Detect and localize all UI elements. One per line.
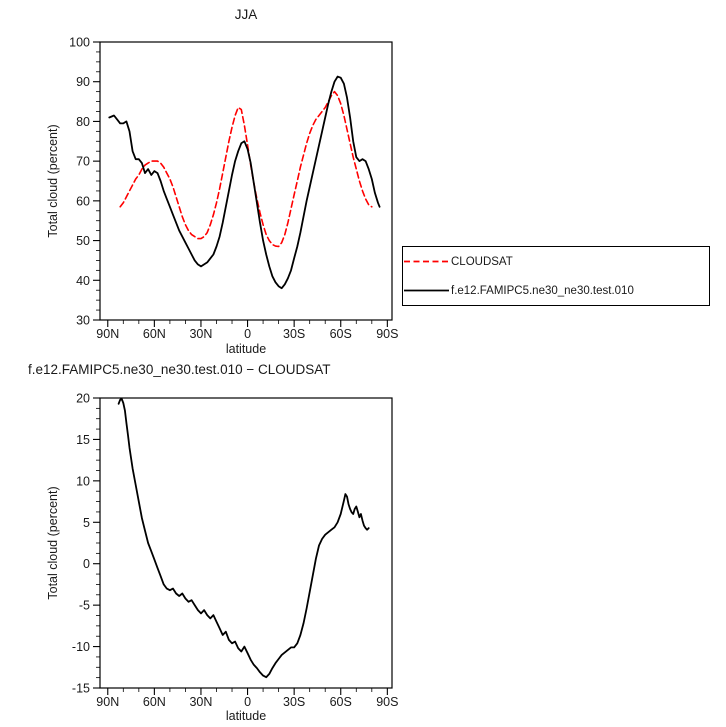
plot-frame [99,397,393,689]
y-tick-label: -5 [79,599,90,613]
model-line-sample [404,289,449,292]
x-tick-label: 60S [330,327,352,341]
bottom-chart-ylabel: Total cloud (percent) [46,486,60,600]
x-tick-label: 60N [143,695,166,709]
y-tick-label: -10 [72,640,90,654]
chart-difference: 90N 60N 30N 0 30S 60S 90S -15 -10 -5 0 5 10 15 20 [72,392,399,710]
y-tick-label: 40 [76,274,90,288]
x-tick-label: 90N [96,327,119,341]
top-chart-ylabel: Total cloud (percent) [46,124,60,238]
chart-jja-total-cloud: 90N 60N 30N 0 30S 60S 90S 30 40 50 60 70 80 90 100 [69,36,398,342]
x-tick-label: 60N [143,327,166,341]
x-tick-label: 30N [189,695,212,709]
x-tick-label: 30S [283,327,305,341]
y-tick-label: 15 [76,433,90,447]
bottom-chart-title: f.e12.FAMIPC5.ne30_ne30.test.010 − CLOUD… [28,362,331,377]
legend-item-model: f.e12.FAMIPC5.ne30_ne30.test.010 [403,276,709,305]
legend-label-cloudsat: CLOUDSAT [451,255,513,268]
y-tick-label: 50 [76,234,90,248]
legend: CLOUDSAT f.e12.FAMIPC5.ne30_ne30.test.01… [402,246,710,306]
x-tick-label: 60S [330,695,352,709]
y-tick-label: 30 [76,314,90,328]
x-tick-label: 0 [244,327,251,341]
y-tick-label: 90 [76,75,90,89]
x-tick-label: 90S [376,695,398,709]
x-tick-label: 90N [96,695,119,709]
y-tick-label: 10 [76,474,90,488]
y-tick-label: -15 [72,682,90,696]
y-tick-label: 60 [76,194,90,208]
plot-frame [99,41,393,321]
bottom-chart-xlabel: latitude [225,709,267,723]
y-tick-label: 20 [76,392,90,406]
series-line-CLOUDSAT [119,90,373,248]
x-tick-label: 30S [283,695,305,709]
x-tick-label: 90S [376,327,398,341]
top-chart-xlabel: latitude [225,342,267,356]
y-tick-label: 100 [69,36,90,50]
legend-item-cloudsat: CLOUDSAT [403,247,709,276]
series-line-f.e12.FAMIPC5.ne30_ne30.test.010 [108,75,381,290]
cloudsat-line-sample [404,260,449,263]
y-tick-label: 5 [83,516,90,530]
y-tick-label: 70 [76,155,90,169]
legend-label-model: f.e12.FAMIPC5.ne30_ne30.test.010 [451,284,634,297]
top-chart-title: JJA [234,7,258,22]
y-tick-label: 80 [76,115,90,129]
y-tick-label: 0 [83,557,90,571]
series-line-model-minus-cloudsat [117,397,370,679]
x-tick-label: 30N [189,327,212,341]
x-tick-label: 0 [244,695,251,709]
